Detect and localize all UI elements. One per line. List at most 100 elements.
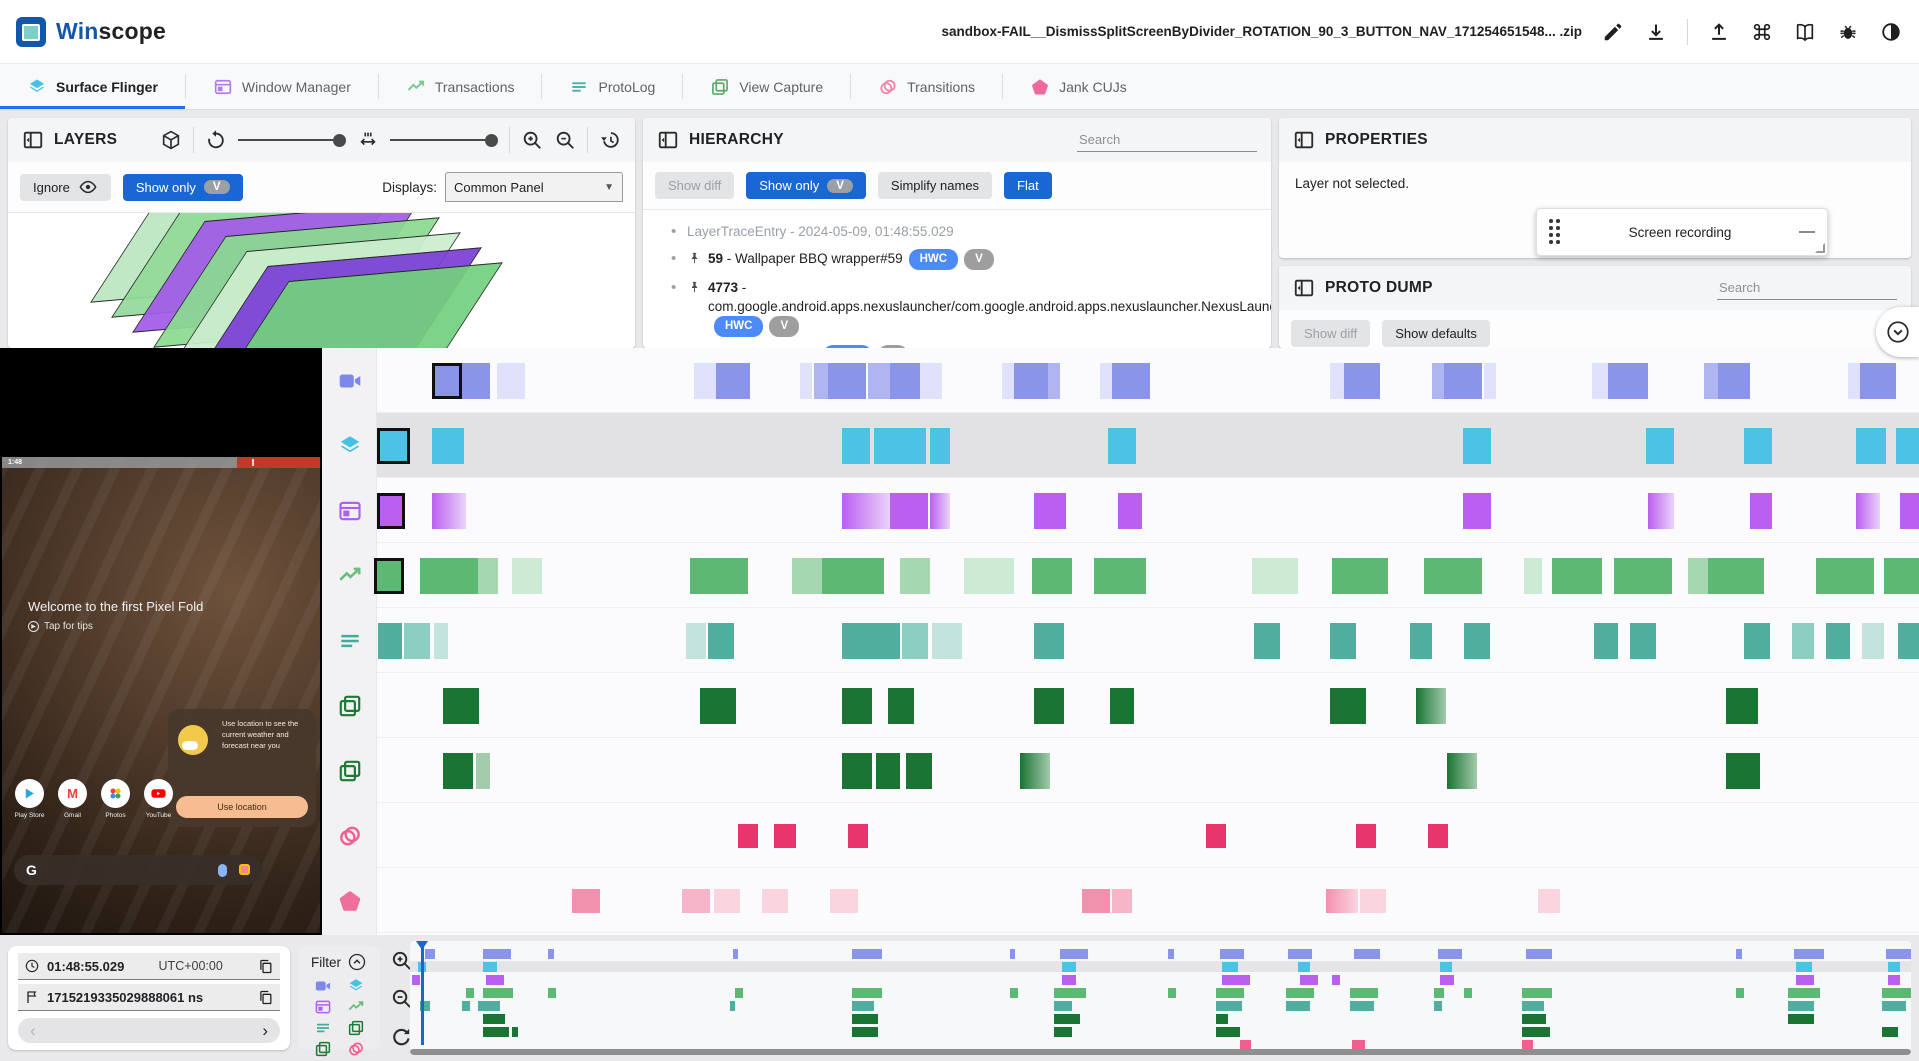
trace-entry-block[interactable] <box>1330 687 1366 724</box>
layers-filter-icon[interactable] <box>347 977 365 995</box>
trace-entry-block[interactable] <box>1856 427 1886 464</box>
flat-chip[interactable]: Flat <box>1004 172 1052 199</box>
trace-entry-block[interactable] <box>1034 687 1064 724</box>
trace-entry-block[interactable] <box>1463 492 1491 529</box>
trace-entry-block[interactable] <box>1034 622 1064 659</box>
trace-entry-block[interactable] <box>374 557 404 594</box>
trace-entry-block[interactable] <box>1792 622 1814 659</box>
trace-entry-block[interactable] <box>1330 362 1344 399</box>
trace-entry-block[interactable] <box>1100 362 1112 399</box>
trace-entry-block[interactable] <box>694 362 716 399</box>
trace-entry-block[interactable] <box>1048 362 1060 399</box>
timeline-row-surface-flinger[interactable] <box>377 413 1919 478</box>
3d-view-icon[interactable] <box>160 129 182 151</box>
show-only-v-chip[interactable]: Show only V <box>746 172 866 199</box>
minimize-icon[interactable] <box>1799 230 1815 234</box>
resize-handle[interactable] <box>1815 243 1825 253</box>
displays-select[interactable]: Common Panel ▼ <box>445 172 623 202</box>
trace-entry-block[interactable] <box>1020 752 1050 789</box>
hierarchy-node[interactable]: • LayerTraceEntry - 2024-05-09, 01:48:55.… <box>665 218 1267 245</box>
trace-entry-block[interactable] <box>906 752 932 789</box>
trace-entry-block[interactable] <box>1484 362 1496 399</box>
trace-entry-block[interactable] <box>1614 557 1672 594</box>
trace-entry-block[interactable] <box>497 362 525 399</box>
trace-entry-block[interactable] <box>1206 823 1226 848</box>
trace-entry-block[interactable] <box>1360 888 1386 913</box>
trace-entry-block[interactable] <box>1330 622 1356 659</box>
upload-icon[interactable] <box>1707 20 1731 44</box>
trace-entry-block[interactable] <box>1630 622 1656 659</box>
timeline-cursor-handle[interactable] <box>415 941 428 950</box>
trace-entry-block[interactable] <box>1552 557 1602 594</box>
trace-entry-block[interactable] <box>1326 888 1358 913</box>
minimap-scrollbar[interactable] <box>410 1049 1911 1055</box>
trace-entry-block[interactable] <box>1112 362 1150 399</box>
trace-entry-block[interactable] <box>1356 823 1376 848</box>
trace-entry-block[interactable] <box>686 622 706 659</box>
trace-entry-block[interactable] <box>1856 492 1880 529</box>
spacing-slider[interactable] <box>390 131 498 149</box>
chevron-up-circle-icon[interactable] <box>347 952 367 972</box>
trace-entry-block[interactable] <box>800 362 812 399</box>
trace-entry-block[interactable] <box>1332 557 1388 594</box>
trace-entry-block[interactable] <box>1826 622 1850 659</box>
trace-entry-block[interactable] <box>1750 492 1772 529</box>
trace-entry-block[interactable] <box>572 888 600 913</box>
trace-entry-block[interactable] <box>902 622 928 659</box>
trace-entry-block[interactable] <box>1688 557 1708 594</box>
trace-entry-block[interactable] <box>1884 557 1919 594</box>
trace-entry-block[interactable] <box>1344 362 1380 399</box>
proto-dump-search-input[interactable] <box>1717 276 1897 300</box>
trace-entry-block[interactable] <box>420 557 478 594</box>
trace-entry-block[interactable] <box>443 687 479 724</box>
hierarchy-node[interactable]: • 4773 - com.google.android.apps.nexuslau… <box>665 274 1271 341</box>
ignore-filter-chip[interactable]: Ignore <box>20 173 111 201</box>
trace-entry-block[interactable] <box>738 823 758 848</box>
zoom-in-icon[interactable] <box>521 129 543 151</box>
trace-entry-block[interactable] <box>932 622 962 659</box>
trace-entry-block[interactable] <box>1118 492 1142 529</box>
use-location-button[interactable]: Use location <box>176 796 308 818</box>
trace-entry-block[interactable] <box>1900 492 1919 529</box>
trace-entry-block[interactable] <box>792 557 822 594</box>
timeline-minimap[interactable] <box>410 941 1911 1055</box>
previous-entry-button[interactable]: ‹ <box>30 1020 36 1040</box>
reset-zoom-icon[interactable] <box>390 1025 413 1048</box>
trace-entry-block[interactable] <box>690 557 748 594</box>
timeline-row-jank-cujs[interactable] <box>377 868 1919 933</box>
trace-entry-block[interactable] <box>476 752 490 789</box>
tab-transactions[interactable]: Transactions <box>379 64 542 109</box>
simplify-names-chip[interactable]: Simplify names <box>877 172 993 199</box>
trace-entry-block[interactable] <box>1646 427 1674 464</box>
trace-entry-block[interactable] <box>1034 492 1066 529</box>
show-only-v-chip[interactable]: Show only V <box>122 173 243 201</box>
trace-entry-block[interactable] <box>1816 557 1874 594</box>
trace-entry-block[interactable] <box>1410 622 1432 659</box>
trace-entry-block[interactable] <box>842 427 870 464</box>
zoom-out-icon[interactable] <box>390 987 413 1010</box>
expanded-timeline[interactable] <box>322 348 1919 935</box>
trace-entry-block[interactable] <box>1862 622 1884 659</box>
trace-entry-block[interactable] <box>1432 362 1444 399</box>
report-bug-icon[interactable] <box>1836 20 1860 44</box>
trace-entry-block[interactable] <box>874 427 926 464</box>
copy-icon[interactable] <box>257 989 274 1006</box>
trace-entry-block[interactable] <box>377 427 410 464</box>
tab-view-capture[interactable]: View Capture <box>683 64 850 109</box>
trace-entry-block[interactable] <box>774 823 796 848</box>
documentation-icon[interactable] <box>1793 20 1817 44</box>
collapse-panel-icon[interactable] <box>1293 129 1315 151</box>
trace-entry-block[interactable] <box>1608 362 1648 399</box>
collapsed-sidebar-toggle[interactable] <box>1876 307 1919 357</box>
shortcuts-icon[interactable] <box>1750 20 1774 44</box>
layers-3d-view[interactable] <box>8 213 635 348</box>
timeline-row-view-capture-1[interactable] <box>377 673 1919 738</box>
trace-entry-block[interactable] <box>1463 427 1491 464</box>
trace-entry-block[interactable] <box>434 622 448 659</box>
collapse-panel-icon[interactable] <box>1293 277 1315 299</box>
trace-entry-block[interactable] <box>920 362 942 399</box>
trace-entry-block[interactable] <box>848 823 868 848</box>
trace-entry-block[interactable] <box>1594 622 1618 659</box>
trace-entry-block[interactable] <box>1648 492 1674 529</box>
viewcapture-filter-icon[interactable] <box>347 1019 365 1037</box>
